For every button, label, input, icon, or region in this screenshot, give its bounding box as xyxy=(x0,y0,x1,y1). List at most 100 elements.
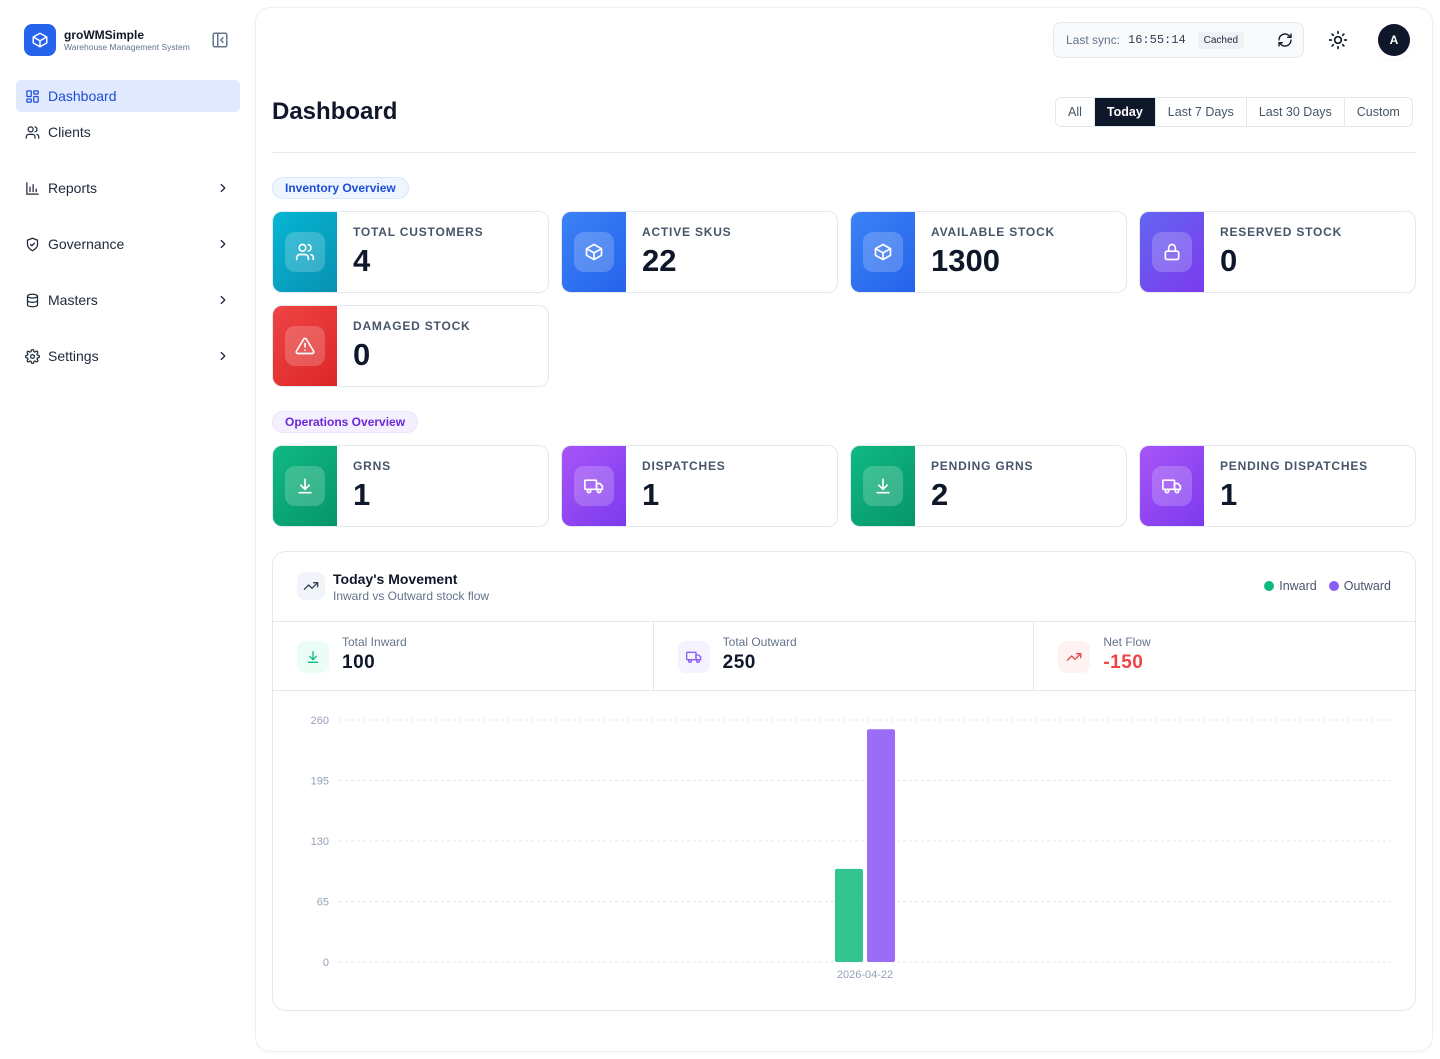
sidebar-item-label: Governance xyxy=(48,236,125,252)
lock-icon xyxy=(1152,232,1192,272)
sidebar-item-label: Dashboard xyxy=(48,88,117,104)
stat-label: AVAILABLE STOCK xyxy=(931,225,1056,239)
total-outward-stat: Total Outward 250 xyxy=(654,622,1035,690)
bar-outward[interactable] xyxy=(867,729,895,962)
shield-check-icon xyxy=(24,236,40,252)
stat-card-available-stock[interactable]: AVAILABLE STOCK 1300 xyxy=(850,211,1127,293)
truck-icon xyxy=(1152,466,1192,506)
sync-status: Last sync: 16:55:14 Cached xyxy=(1053,22,1304,58)
layout-grid-icon xyxy=(24,88,40,104)
stat-card-reserved-stock[interactable]: RESERVED STOCK 0 xyxy=(1139,211,1416,293)
main-content: Last sync: 16:55:14 Cached A Dashboard A… xyxy=(256,8,1432,1051)
movement-chart: 0 65 130 195 260 2026-04-22 xyxy=(273,692,1415,1010)
chevron-right-icon xyxy=(220,239,226,249)
stat-value: 4 xyxy=(353,243,371,278)
sun-icon[interactable] xyxy=(1328,30,1348,50)
stat-card-pending-dispatches[interactable]: PENDING DISPATCHES 1 xyxy=(1139,445,1416,527)
avatar[interactable]: A xyxy=(1378,24,1410,56)
legend-dot xyxy=(1264,581,1275,591)
stat-card-active-skus[interactable]: ACTIVE SKUS 22 xyxy=(561,211,838,293)
stat-value: 1 xyxy=(642,477,660,512)
sidebar-item-label: Masters xyxy=(48,292,98,308)
sidebar-item-dashboard[interactable]: Dashboard xyxy=(16,80,240,112)
legend-label: Outward xyxy=(1343,579,1391,593)
stat-label: Net Flow xyxy=(1103,635,1151,649)
range-all-button[interactable]: All xyxy=(1056,98,1095,126)
movement-header: Today's Movement Inward vs Outward stock… xyxy=(273,552,1415,622)
stat-label: PENDING DISPATCHES xyxy=(1220,459,1368,473)
stat-card-total-customers[interactable]: TOTAL CUSTOMERS 4 xyxy=(272,211,549,293)
sidebar-item-settings[interactable]: Settings xyxy=(16,340,240,372)
stat-value: 22 xyxy=(642,243,677,278)
stat-label: GRNS xyxy=(353,459,391,473)
brand[interactable]: groWMSimple Warehouse Management System xyxy=(24,24,190,56)
sidebar-collapse-icon[interactable] xyxy=(210,30,230,50)
package-icon xyxy=(863,232,903,272)
stat-value: 2 xyxy=(931,477,949,512)
page-title: Dashboard xyxy=(272,98,398,125)
stat-label: Total Outward xyxy=(722,635,797,649)
chevron-right-icon xyxy=(220,183,226,193)
sync-time: 16:55:14 xyxy=(1128,33,1186,47)
brand-name: groWMSimple xyxy=(64,27,144,42)
sidebar-item-label: Clients xyxy=(48,124,91,140)
package-icon xyxy=(574,232,614,272)
gear-icon xyxy=(24,348,40,364)
stat-value: 1 xyxy=(1220,477,1238,512)
stat-value: 1300 xyxy=(931,243,1000,278)
stat-card-dispatches[interactable]: DISPATCHES 1 xyxy=(561,445,838,527)
range-last-30-days-button[interactable]: Last 30 Days xyxy=(1246,98,1345,126)
y-tick-label: 65 xyxy=(317,897,329,909)
sidebar-item-masters[interactable]: Masters xyxy=(16,284,240,316)
sidebar-item-reports[interactable]: Reports xyxy=(16,172,240,204)
sidebar-item-clients[interactable]: Clients xyxy=(16,116,240,148)
stat-value: -150 xyxy=(1103,652,1144,673)
alert-triangle-icon xyxy=(285,326,325,366)
movement-card: Today's Movement Inward vs Outward stock… xyxy=(272,551,1416,1011)
date-range-selector: All Today Last 7 Days Last 30 Days Custo… xyxy=(1055,97,1413,127)
stat-label: ACTIVE SKUS xyxy=(642,225,732,239)
stat-value: 0 xyxy=(353,337,371,372)
stat-card-grns[interactable]: GRNS 1 xyxy=(272,445,549,527)
trending-up-icon xyxy=(297,572,325,600)
download-icon xyxy=(285,466,325,506)
movement-chart-svg: 0 65 130 195 260 2026-04-22 xyxy=(311,715,1391,981)
legend-item-inward: Inward xyxy=(1264,579,1317,593)
movement-stats: Total Inward 100 Total Outward 250 Net F… xyxy=(273,622,1415,691)
y-tick-label: 0 xyxy=(323,957,329,969)
range-today-button[interactable]: Today xyxy=(1094,98,1156,126)
database-icon xyxy=(24,292,40,308)
users-icon xyxy=(24,124,40,140)
stat-label: TOTAL CUSTOMERS xyxy=(353,225,484,239)
range-custom-button[interactable]: Custom xyxy=(1344,98,1412,126)
bar-chart-icon xyxy=(24,180,40,196)
stat-label: DISPATCHES xyxy=(642,459,726,473)
stat-card-damaged-stock[interactable]: DAMAGED STOCK 0 xyxy=(272,305,549,387)
download-icon xyxy=(297,641,329,673)
refresh-icon[interactable] xyxy=(1277,32,1293,48)
bar-inward[interactable] xyxy=(835,868,863,962)
range-last-7-days-button[interactable]: Last 7 Days xyxy=(1155,98,1247,126)
net-flow-stat: Net Flow -150 xyxy=(1034,622,1415,690)
sidebar: groWMSimple Warehouse Management System … xyxy=(0,0,256,1059)
movement-subtitle: Inward vs Outward stock flow xyxy=(333,589,490,603)
sidebar-item-label: Settings xyxy=(48,348,99,364)
stat-label: Total Inward xyxy=(342,635,407,649)
stat-card-pending-grns[interactable]: PENDING GRNS 2 xyxy=(850,445,1127,527)
sidebar-item-label: Reports xyxy=(48,180,98,196)
legend-label: Inward xyxy=(1279,579,1317,593)
stat-value: 100 xyxy=(342,652,376,673)
stat-label: PENDING GRNS xyxy=(931,459,1034,473)
sidebar-item-governance[interactable]: Governance xyxy=(16,228,240,260)
legend-item-outward: Outward xyxy=(1328,579,1391,593)
inventory-section-label: Inventory Overview xyxy=(272,177,409,199)
trending-up-icon xyxy=(1058,641,1091,673)
legend-dot xyxy=(1328,581,1339,591)
chevron-right-icon xyxy=(220,351,226,361)
brand-subtitle: Warehouse Management System xyxy=(64,41,190,52)
y-tick-label: 195 xyxy=(311,776,329,788)
chart-legend: Inward Outward xyxy=(1252,579,1391,593)
cached-badge: Cached xyxy=(1197,31,1245,49)
sync-label: Last sync: xyxy=(1066,33,1121,47)
download-icon xyxy=(863,466,903,506)
